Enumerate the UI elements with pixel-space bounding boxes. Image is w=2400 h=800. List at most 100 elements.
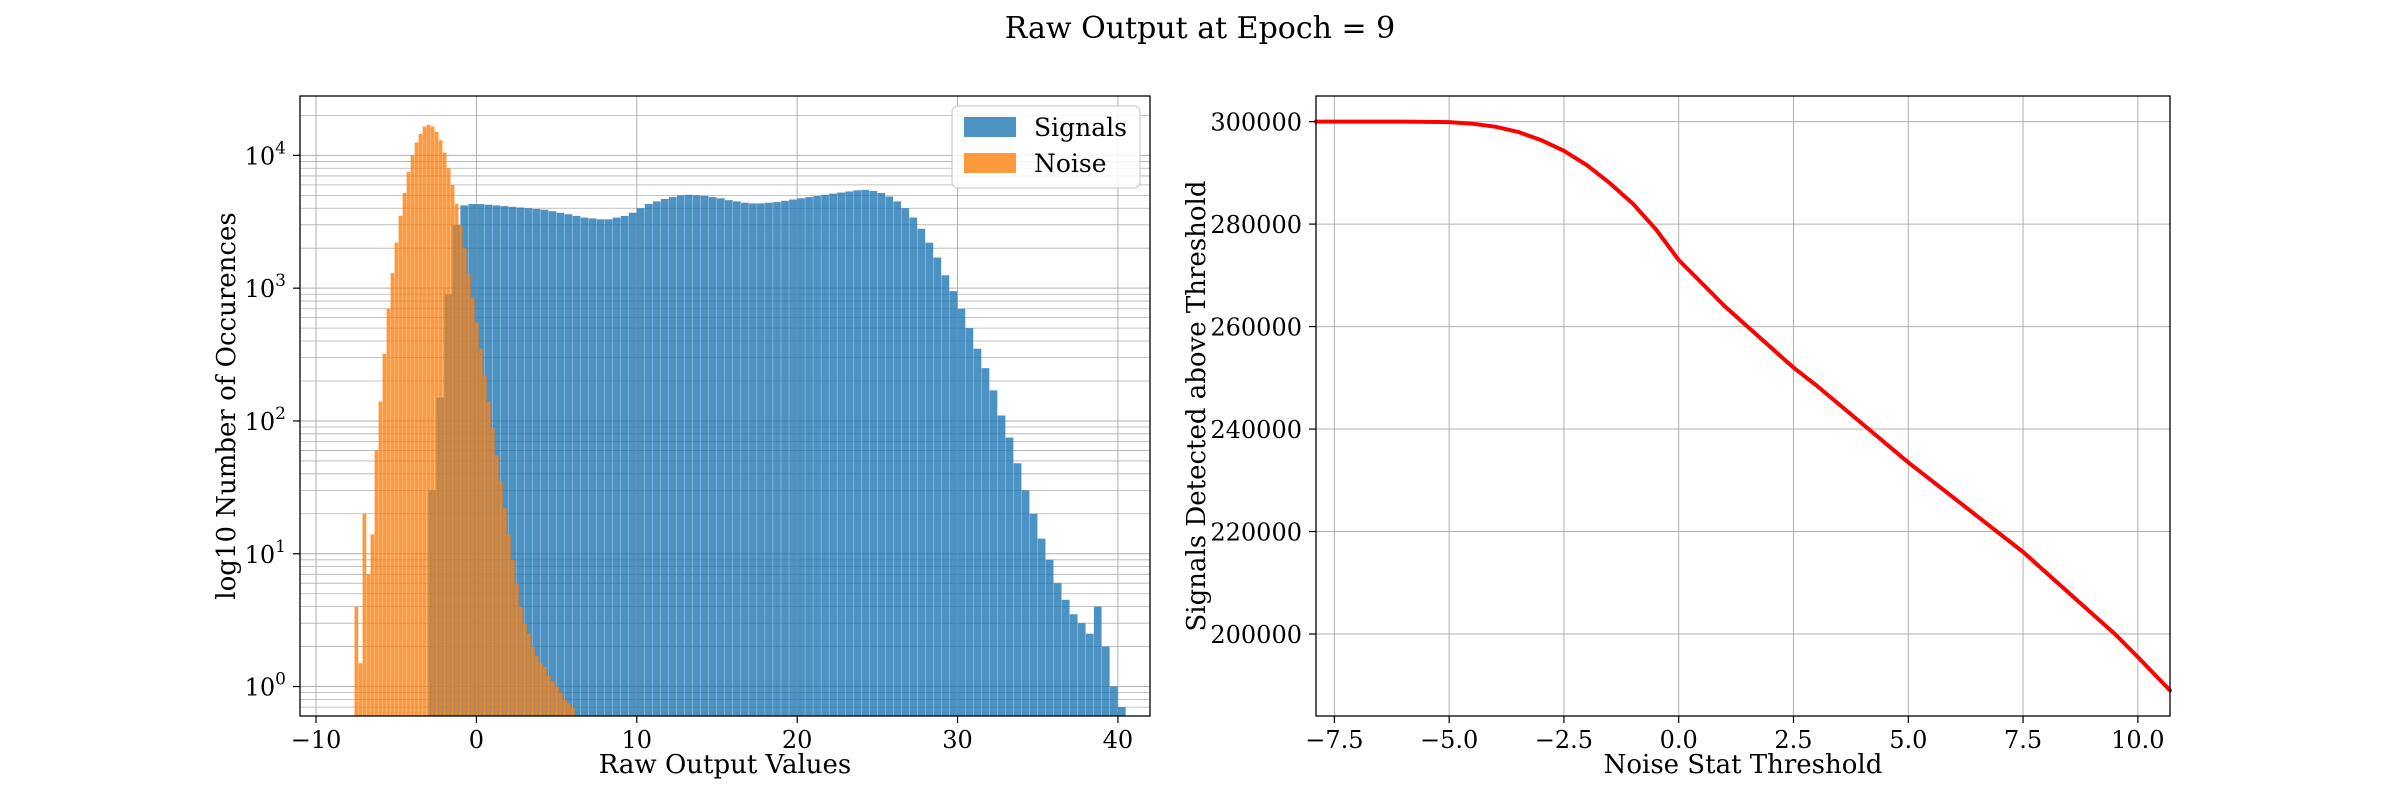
y-axis-label: Signals Detected above Threshold bbox=[1182, 180, 1212, 631]
signals-bar-70 bbox=[989, 390, 998, 716]
y-tick-label: 102 bbox=[245, 404, 286, 436]
signals-bar-75 bbox=[1029, 513, 1038, 716]
x-tick-label: 7.5 bbox=[2004, 726, 2042, 754]
x-tick-label: 0.0 bbox=[1660, 726, 1698, 754]
noise-bar-48 bbox=[546, 676, 551, 716]
signals-bar-35 bbox=[708, 197, 717, 716]
signals-bar-54 bbox=[861, 189, 870, 717]
signals-detected-line bbox=[1314, 119, 2172, 693]
signals-bar-40 bbox=[749, 203, 757, 717]
signals-bar-47 bbox=[805, 197, 813, 716]
y-tick-label: 220000 bbox=[1210, 519, 1302, 547]
y-tick-exponent: 3 bbox=[275, 271, 286, 291]
noise-bar-45 bbox=[534, 655, 539, 716]
signals-bar-18 bbox=[572, 215, 581, 716]
noise-bar-46 bbox=[538, 663, 543, 716]
signals-bar-37 bbox=[725, 200, 733, 716]
noise-bar-30 bbox=[474, 322, 479, 716]
signals-bar-61 bbox=[917, 228, 926, 716]
legend-label-signals: Signals bbox=[1034, 113, 1127, 142]
noise-bar-14 bbox=[410, 155, 415, 716]
signals-bar-28 bbox=[652, 201, 661, 716]
x-tick-label: 20 bbox=[782, 726, 813, 754]
noise-bar-8 bbox=[386, 308, 391, 716]
y-tick-exponent: 1 bbox=[275, 537, 286, 557]
signals-bar-49 bbox=[821, 194, 829, 717]
signals-bar-41 bbox=[757, 203, 765, 717]
noise-bar-52 bbox=[563, 699, 567, 716]
noise-bar-49 bbox=[550, 681, 555, 716]
signals-bar-23 bbox=[612, 217, 621, 716]
signals-bar-9 bbox=[500, 206, 509, 716]
noise-bar-32 bbox=[482, 375, 487, 716]
y-tick-exponent: 2 bbox=[275, 404, 286, 424]
y-axis-label: log10 Number of Occurences bbox=[212, 212, 242, 599]
noise-bar-29 bbox=[470, 297, 475, 716]
noise-bar-18 bbox=[426, 124, 431, 717]
threshold-line-chart: −7.5 −5.0 −2.5 0.0 2.5 5.0 7.5 10.0 200000 220000… bbox=[1182, 95, 2172, 780]
noise-bar-27 bbox=[462, 248, 467, 716]
noise-bar-36 bbox=[498, 481, 503, 716]
y-tick-base: 10 bbox=[245, 674, 276, 702]
noise-bar-39 bbox=[510, 559, 515, 716]
y-tick-label: 103 bbox=[245, 271, 286, 303]
signals-bar-83 bbox=[1093, 606, 1102, 716]
signals-bar-11 bbox=[516, 207, 525, 716]
noise-bar-4 bbox=[370, 534, 375, 716]
noise-bar-47 bbox=[542, 667, 547, 716]
signals-bar-42 bbox=[765, 202, 773, 716]
noise-bar-7 bbox=[382, 353, 387, 716]
x-tick-label: 2.5 bbox=[1774, 726, 1812, 754]
signals-bar-39 bbox=[741, 202, 749, 716]
signals-bar-66 bbox=[957, 308, 966, 716]
signals-bar-86 bbox=[1117, 707, 1126, 716]
noise-bar-13 bbox=[406, 171, 411, 716]
legend: Signals Noise bbox=[951, 105, 1141, 189]
figure-title: Raw Output at Epoch = 9 bbox=[1005, 11, 1396, 46]
signals-bar-26 bbox=[636, 208, 645, 716]
signals-bar-72 bbox=[1005, 437, 1014, 716]
noise-bar-41 bbox=[518, 606, 523, 716]
noise-bar-6 bbox=[378, 401, 383, 716]
noise-bar-10 bbox=[394, 242, 399, 716]
y-tick-label: 101 bbox=[245, 537, 286, 569]
y-tick-base: 10 bbox=[245, 142, 276, 170]
y-tick-base: 10 bbox=[245, 275, 276, 303]
x-tick-label: 10 bbox=[622, 726, 653, 754]
noise-bar-54 bbox=[571, 707, 575, 716]
signals-bar-57 bbox=[885, 196, 894, 716]
noise-bar-22 bbox=[442, 152, 447, 716]
signals-bar-25 bbox=[628, 212, 637, 716]
signals-bar-29 bbox=[660, 198, 669, 717]
signals-bar-85 bbox=[1109, 686, 1118, 716]
signals-bar-50 bbox=[829, 193, 837, 716]
y-tick-base: 10 bbox=[245, 408, 276, 436]
signals-bar-60 bbox=[909, 217, 918, 716]
noise-bar-2 bbox=[362, 513, 367, 716]
y-tick-label: 300000 bbox=[1210, 109, 1302, 137]
plot-frame bbox=[299, 95, 1151, 717]
signals-bar-55 bbox=[869, 190, 878, 716]
noise-bar-26 bbox=[458, 224, 463, 717]
legend-swatch-noise bbox=[964, 153, 1016, 173]
noise-bar-20 bbox=[434, 131, 439, 716]
noise-bar-33 bbox=[486, 401, 491, 716]
noise-bar-50 bbox=[555, 686, 559, 716]
signals-bar-58 bbox=[893, 201, 902, 716]
signals-bar-10 bbox=[508, 206, 517, 717]
noise-bar-23 bbox=[446, 168, 451, 717]
signals-bar-80 bbox=[1069, 614, 1078, 716]
legend-swatch-signals bbox=[964, 117, 1016, 137]
signals-bar-24 bbox=[620, 215, 629, 716]
signals-bar-82 bbox=[1085, 633, 1094, 716]
noise-bar-43 bbox=[526, 633, 531, 716]
signals-bar-12 bbox=[524, 208, 533, 716]
noise-bar-34 bbox=[490, 427, 495, 716]
signals-bar-73 bbox=[1013, 463, 1022, 716]
y-tick-label: 260000 bbox=[1210, 314, 1302, 342]
y-tick-label: 280000 bbox=[1210, 211, 1302, 239]
noise-bar-1 bbox=[358, 663, 363, 716]
signals-bar-38 bbox=[733, 201, 741, 716]
signals-bar-22 bbox=[604, 219, 613, 716]
